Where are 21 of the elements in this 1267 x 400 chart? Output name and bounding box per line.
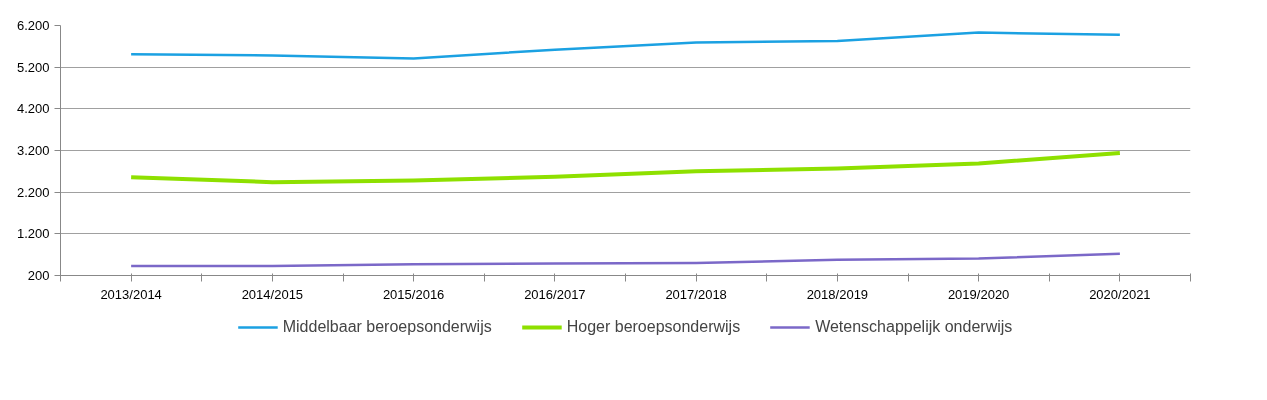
x-tick-label: 2017/2018 (665, 286, 727, 302)
x-tick-label: 2015/2016 (382, 286, 445, 302)
y-tick-label: 2.200 (16, 184, 50, 200)
x-tick-label: 2016/2017 (524, 286, 586, 302)
x-tick-label: 2013/2014 (100, 286, 162, 302)
x-tick-label: 2018/2019 (806, 286, 869, 302)
line-series (129, 31, 1122, 60)
legend-label: Wetenschappelijk onderwijs (815, 317, 1013, 336)
x-tick-label: 2020/2021 (1089, 286, 1151, 302)
y-tick-label: 5.200 (16, 59, 50, 75)
y-tick-label: 6.200 (16, 18, 50, 33)
line-series (129, 151, 1122, 185)
y-tick-label: 200 (27, 268, 50, 283)
legend-label: Hoger beroepsonderwijs (566, 317, 741, 336)
y-tick-label: 1.200 (16, 226, 50, 242)
x-tick-label: 2014/2015 (241, 286, 304, 302)
legend-label: Middelbaar beroepsonderwijs (282, 317, 492, 336)
line-series (129, 252, 1122, 268)
y-tick-label: 4.200 (16, 101, 50, 117)
x-tick-label: 2019/2020 (947, 286, 1010, 302)
y-tick-label: 3.200 (16, 143, 50, 158)
